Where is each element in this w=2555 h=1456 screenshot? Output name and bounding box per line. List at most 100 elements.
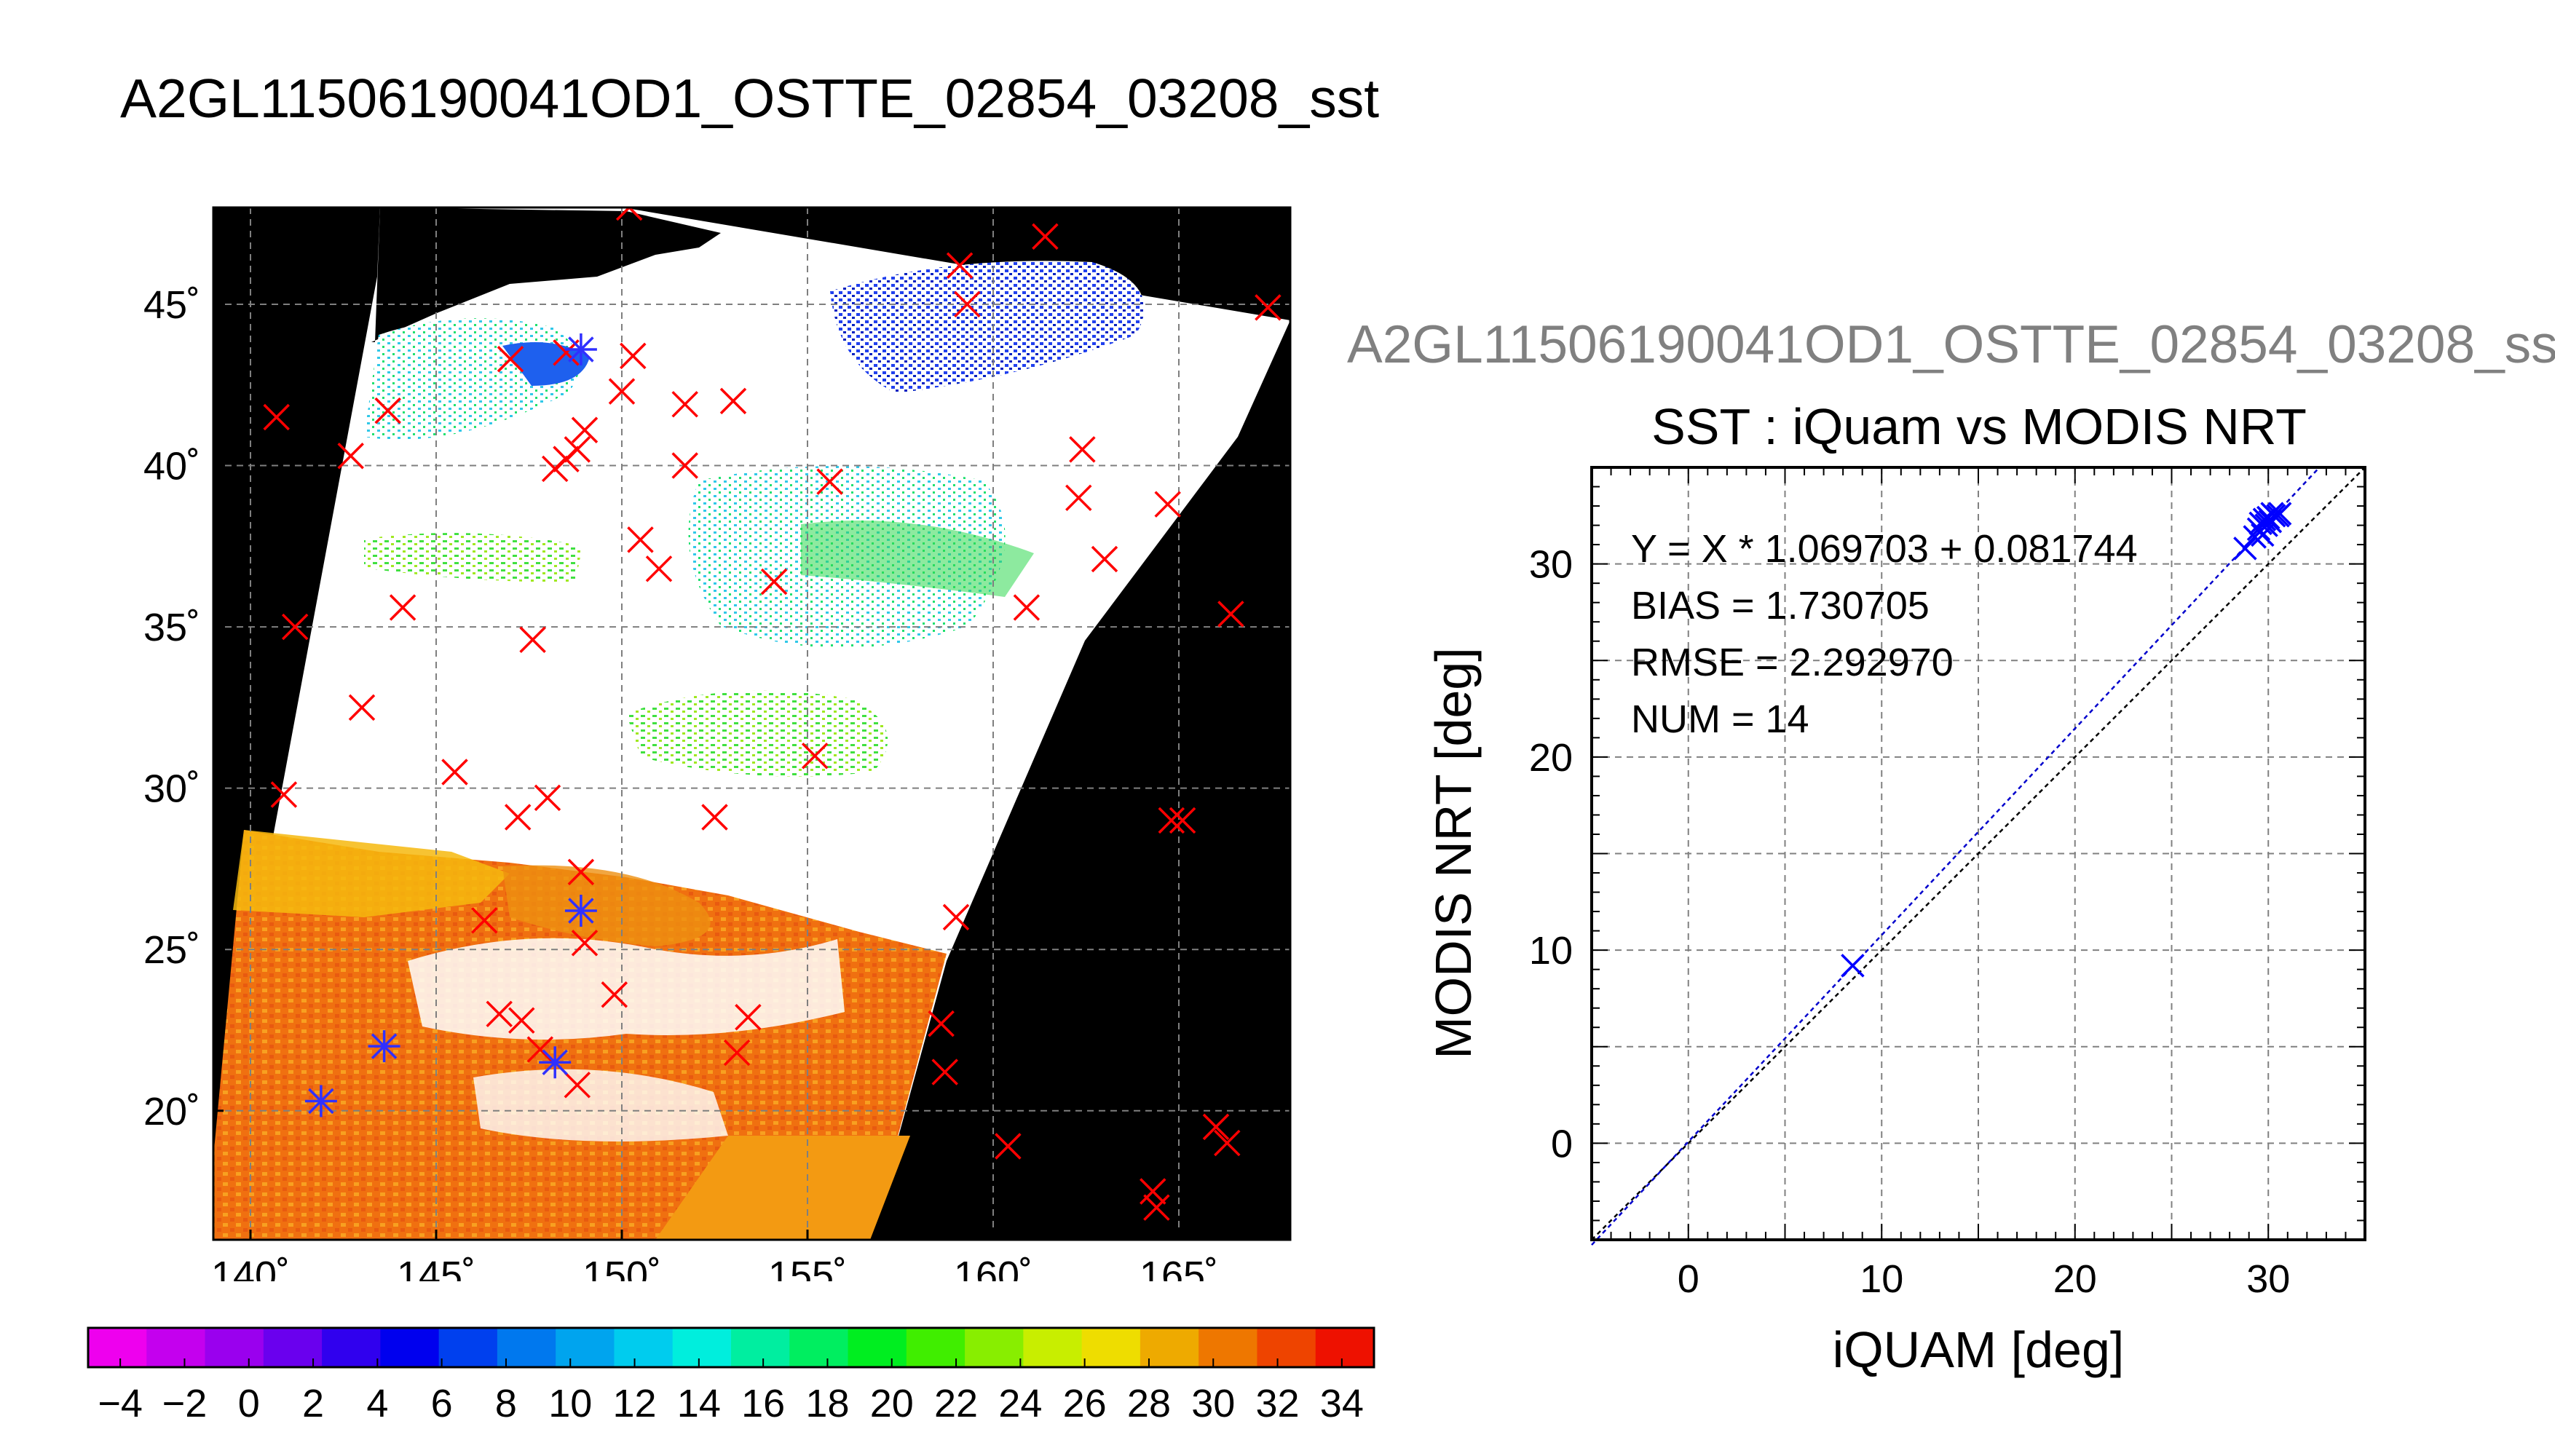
colorbar-tick-label: −4: [98, 1382, 143, 1425]
matchup-marker: [539, 1046, 572, 1079]
scatter-point: [1841, 954, 1865, 978]
iquam-marker: [497, 346, 524, 373]
scatter-ytick-label: 30: [1529, 543, 1573, 587]
iquam-marker: [954, 290, 981, 318]
iquam-marker: [801, 743, 829, 769]
colorbar-tick-label: 16: [741, 1382, 785, 1425]
colorbar-cell: [1257, 1328, 1316, 1367]
scatter-point: [2233, 537, 2257, 561]
iquam-marker: [1255, 294, 1282, 321]
scatter-xtick-label: 10: [1860, 1257, 1903, 1301]
iquam-marker: [627, 526, 654, 553]
matchup-marker: [304, 1085, 337, 1117]
iquam-marker: [1032, 223, 1059, 250]
scatter-xtick-label: 0: [1678, 1257, 1699, 1301]
iquam-marker: [504, 804, 532, 831]
north-blue: [830, 261, 1145, 393]
map-markers: [263, 207, 1282, 1221]
map-tick-labels: 140˚ 145˚ 150˚ 155˚ 160˚ 165˚ 20˚ 25˚ 30˚ 35˚ 40˚ 4…: [143, 283, 1218, 1281]
map-ytick-label: 45˚: [143, 283, 200, 327]
stats-bias: BIAS = 1.730705: [1631, 584, 1930, 628]
colorbar-tick-label: 2: [302, 1382, 324, 1425]
scatter-title: SST : iQuam vs MODIS NRT: [1651, 398, 2307, 455]
iquam-marker: [1217, 601, 1244, 628]
colorbar-cell: [1140, 1328, 1200, 1367]
map-border: [212, 206, 1292, 1241]
scatter-tick-labels: 0 10 20 30 0 10 20 30: [1529, 467, 2366, 1301]
scatter-point: [2262, 504, 2286, 528]
iquam-marker: [281, 613, 309, 641]
map-xtick-label: 155˚: [768, 1254, 847, 1281]
iquam-marker: [508, 1007, 535, 1034]
warm-yellow: [233, 830, 510, 917]
iquam-marker: [1214, 1129, 1241, 1157]
stats-num: NUM = 14: [1631, 697, 1809, 741]
colorbar-cell: [322, 1328, 382, 1367]
scatter-stats: Y = X * 1.069703 + 0.081744 BIAS = 1.730…: [1631, 527, 2138, 741]
scatter-point: [2267, 502, 2292, 526]
iquam-marker: [1169, 807, 1196, 834]
colorbar-cell: [556, 1328, 615, 1367]
scatter-xtick-label: 20: [2053, 1257, 2097, 1301]
map-ytick-label: 20˚: [143, 1090, 200, 1133]
iquam-marker: [337, 442, 364, 470]
matchup-marker: [564, 895, 597, 927]
colorbar-tick-label: 20: [870, 1382, 914, 1425]
iquam-marker: [1140, 1178, 1166, 1205]
colorbar-tick-label: 26: [1063, 1382, 1107, 1425]
colorbar-tick-label: 4: [366, 1382, 388, 1425]
map-xtick-label: 150˚: [583, 1254, 661, 1281]
iquam-marker: [564, 1072, 591, 1099]
colorbar-cell: [205, 1328, 264, 1367]
iquam-marker: [441, 759, 468, 786]
colorbar-cell: [146, 1328, 206, 1367]
colorbar-tick-label: 12: [613, 1382, 657, 1425]
mid-green-1: [626, 690, 888, 777]
colorbar-cell: [965, 1328, 1024, 1367]
mid-green-3: [801, 521, 1034, 597]
scatter-plot: A2GL11506190041OD1_OSTTE_02854_03208_sst…: [1347, 315, 2555, 1378]
iquam-marker: [1069, 436, 1096, 463]
colorbar-cell: [731, 1328, 791, 1367]
scatter-points: [1841, 502, 2292, 978]
colorbar-cell: [789, 1328, 849, 1367]
iquam-marker: [608, 378, 636, 405]
map-ytick-label: 25˚: [143, 928, 200, 972]
iquam-marker: [931, 1059, 958, 1085]
scatter-ylabel: MODIS NRT [deg]: [1425, 647, 1482, 1059]
matchup-marker: [564, 333, 597, 365]
iquam-marker: [486, 1000, 513, 1028]
colorbar-tick-label: 22: [934, 1382, 978, 1425]
iquam-marker: [1143, 1194, 1170, 1221]
colorbar-tick-label: 6: [431, 1382, 453, 1425]
iquam-marker: [760, 568, 788, 596]
main-title: A2GL11506190041OD1_OSTTE_02854_03208_sst: [120, 68, 1380, 129]
colorbar-tick-label: 10: [548, 1382, 592, 1425]
map-ytick-label: 40˚: [143, 445, 200, 488]
scatter-grid: [1592, 467, 2365, 1240]
iquam-marker: [946, 252, 974, 279]
colorbar-tick-label: 34: [1320, 1382, 1364, 1425]
colorbar-tick-label: 8: [495, 1382, 517, 1425]
colorbar-tick-label: 30: [1191, 1382, 1235, 1425]
sst-map: 140˚ 145˚ 150˚ 155˚ 160˚ 165˚ 20˚ 25˚ 30˚ 35˚ 40˚ 4…: [143, 206, 1292, 1281]
iquam-marker: [620, 342, 647, 370]
colorbar-tick-label: 28: [1127, 1382, 1171, 1425]
scatter-lines: [1591, 467, 2366, 1246]
map-ytick-label: 35˚: [143, 606, 200, 649]
map-xtick-label: 140˚: [211, 1254, 290, 1281]
colorbar-cell: [848, 1328, 907, 1367]
colorbar: −4 −2 0 2 4 6 8 10 12 14 16 18 20 22 24 26 28 30 32 34: [87, 1326, 1375, 1425]
iquam-marker: [526, 1036, 554, 1063]
iquam-marker: [1091, 545, 1118, 573]
iquam-marker: [928, 1010, 955, 1037]
iquam-marker: [571, 930, 599, 957]
iquam-marker: [348, 694, 376, 721]
scatter-ytick-label: 20: [1529, 736, 1573, 780]
colorbar-cells: [88, 1328, 1375, 1367]
colorbar-tick-label: 0: [238, 1382, 260, 1425]
map-xtick-label: 165˚: [1140, 1254, 1218, 1281]
identity-line: [1591, 467, 2366, 1241]
colorbar-tick-label: 24: [998, 1382, 1042, 1425]
iquam-marker: [1013, 594, 1040, 621]
